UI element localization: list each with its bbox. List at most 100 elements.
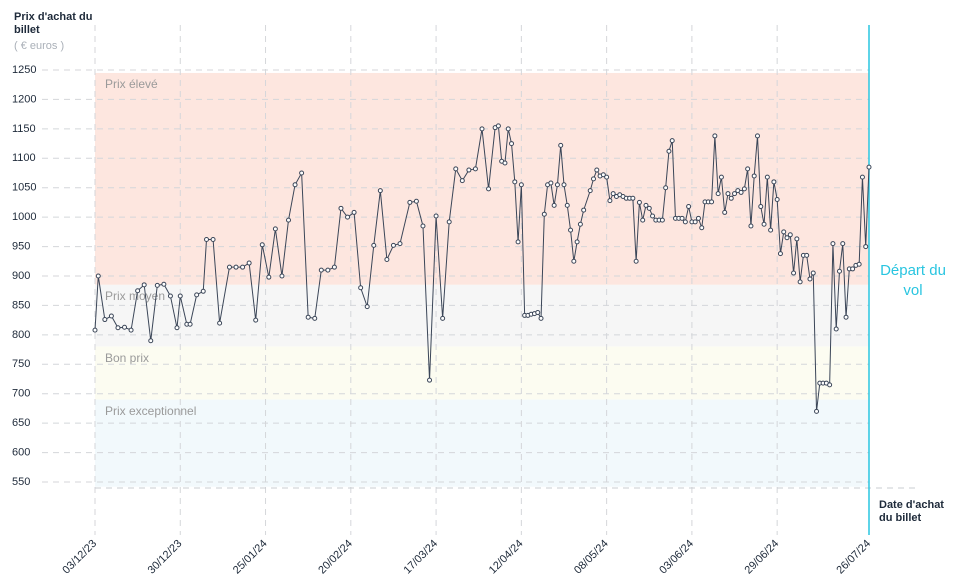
price-point <box>351 209 357 215</box>
price-point <box>571 258 577 264</box>
price-point <box>728 195 734 201</box>
price-point <box>610 191 616 197</box>
price-point <box>863 244 869 250</box>
price-point <box>272 226 278 232</box>
x-axis-label: Date d'achat du billet <box>879 499 944 524</box>
x-tick-label: 03/12/23 <box>60 538 99 577</box>
price-point <box>761 221 767 227</box>
price-point <box>128 327 134 333</box>
price-point <box>338 205 344 211</box>
price-point <box>358 285 364 291</box>
x-tick-label: 20/02/24 <box>316 538 355 577</box>
price-point <box>312 315 318 321</box>
price-point <box>246 260 252 266</box>
price-point <box>787 232 793 238</box>
price-point <box>177 293 183 299</box>
price-point <box>859 174 865 180</box>
y-tick-label: 1250 <box>12 64 36 76</box>
price-point <box>148 338 154 344</box>
y-tick-label: 750 <box>12 358 30 370</box>
x-tick-label: 30/12/23 <box>146 538 185 577</box>
price-point <box>591 176 597 182</box>
y-tick-label: 1050 <box>12 182 36 194</box>
y-tick-label: 650 <box>12 417 30 429</box>
x-tick-label: 17/03/24 <box>401 538 440 577</box>
price-point <box>515 239 521 245</box>
price-point <box>856 261 862 267</box>
price-point <box>512 179 518 185</box>
price-point <box>233 264 239 270</box>
price-point <box>650 213 656 219</box>
price-point <box>840 241 846 247</box>
price-point <box>666 148 672 154</box>
price-point <box>807 276 813 282</box>
price-point <box>305 314 311 320</box>
price-point <box>827 382 833 388</box>
price-point <box>371 242 377 248</box>
price-point <box>725 191 731 197</box>
price-band <box>95 284 869 347</box>
price-point <box>604 174 610 180</box>
price-point <box>699 225 705 231</box>
price-point <box>581 207 587 213</box>
price-point <box>486 186 492 192</box>
price-point <box>607 198 613 204</box>
price-point <box>187 321 193 327</box>
price-point <box>548 180 554 186</box>
price-point <box>768 227 774 233</box>
price-point <box>253 317 259 323</box>
price-point <box>669 138 675 144</box>
price-point <box>279 273 285 279</box>
y-tick-label: 600 <box>12 446 30 458</box>
price-point <box>741 186 747 192</box>
price-point <box>502 160 508 166</box>
price-point <box>659 217 665 223</box>
price-point <box>682 219 688 225</box>
price-point <box>781 229 787 235</box>
price-point <box>732 191 738 197</box>
y-tick-label: 850 <box>12 299 30 311</box>
price-point <box>836 268 842 274</box>
price-point <box>554 182 560 188</box>
band-label: Prix élevé <box>105 77 158 91</box>
price-point <box>479 126 485 132</box>
price-point <box>102 317 108 323</box>
price-point <box>712 133 718 139</box>
price-point <box>564 202 570 208</box>
price-point <box>440 315 446 321</box>
price-point <box>266 274 272 280</box>
price-point <box>141 282 147 288</box>
y-axis-label: Prix d'achat du billet <box>14 11 93 36</box>
price-point <box>745 166 751 172</box>
price-point <box>797 279 803 285</box>
price-point <box>791 270 797 276</box>
price-point <box>446 219 452 225</box>
price-band <box>95 399 869 487</box>
price-point <box>561 182 567 188</box>
price-point <box>640 217 646 223</box>
y-tick-label: 950 <box>12 240 30 252</box>
price-point <box>384 257 390 263</box>
x-tick-label: 03/06/24 <box>657 538 696 577</box>
price-point <box>200 288 206 294</box>
price-point <box>764 174 770 180</box>
price-point <box>390 242 396 248</box>
price-point <box>167 293 173 299</box>
price-line <box>94 125 870 412</box>
y-axis-unit: ( € euros ) <box>14 40 65 52</box>
price-point <box>686 204 692 210</box>
price-point <box>226 264 232 270</box>
price-point <box>804 252 810 258</box>
x-tick-label: 12/04/24 <box>487 538 526 577</box>
y-tick-label: 1150 <box>12 123 36 135</box>
price-point <box>407 199 413 205</box>
price-point <box>794 236 800 242</box>
price-point <box>692 219 698 225</box>
price-point <box>509 141 515 147</box>
price-point <box>738 189 744 195</box>
x-tick-label: 29/06/24 <box>743 538 782 577</box>
x-tick-label: 26/07/24 <box>834 538 873 577</box>
price-point <box>551 202 557 208</box>
